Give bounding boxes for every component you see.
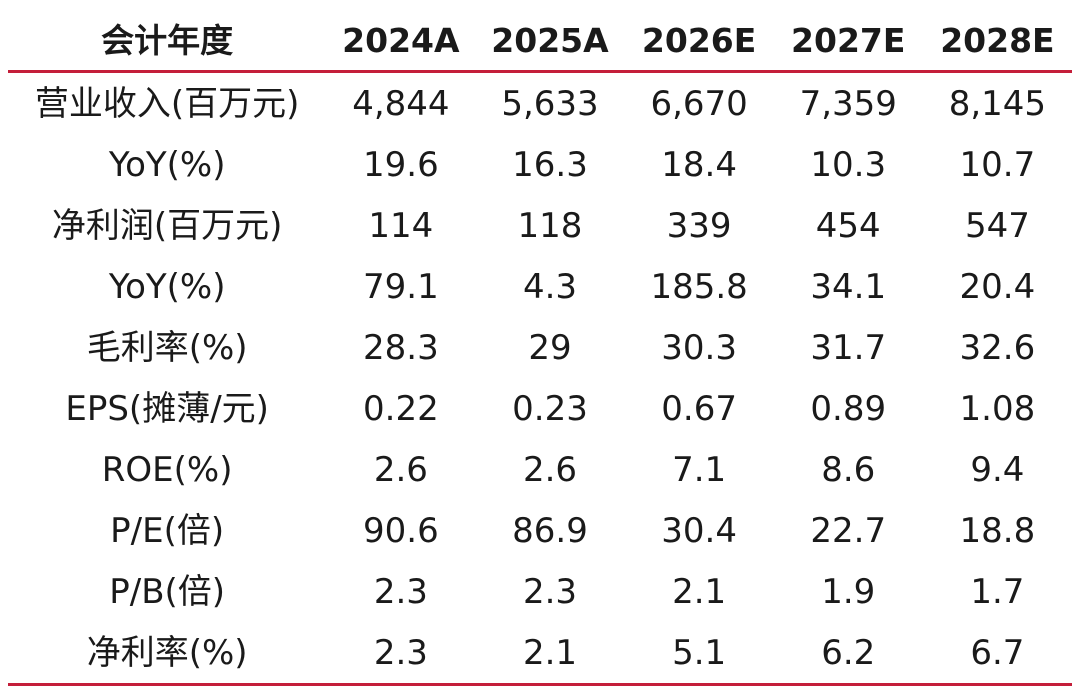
value-cell: 9.4 xyxy=(970,449,1025,490)
table-row: P/B(倍) 2.3 2.3 2.1 1.9 1.7 xyxy=(8,561,1072,622)
header-cell-year: 2026E xyxy=(641,20,757,60)
row-label-cell: 净利润(百万元) xyxy=(51,205,283,246)
value-cell: 1.9 xyxy=(821,571,876,612)
value-cell: 16.3 xyxy=(512,144,588,185)
value-cell: 547 xyxy=(964,205,1030,246)
value-cell: 4.3 xyxy=(522,266,578,307)
value-cell: 22.7 xyxy=(810,510,887,551)
value-cell: 10.3 xyxy=(810,144,887,185)
row-label-cell: YoY(%) xyxy=(108,144,226,185)
value-cell: 2.6 xyxy=(522,449,578,490)
value-cell: 34.1 xyxy=(810,266,887,307)
value-cell: 86.9 xyxy=(512,510,588,551)
table-row: 毛利率(%) 28.3 29 30.3 31.7 32.6 xyxy=(8,317,1072,378)
value-cell: 2.3 xyxy=(522,571,578,612)
value-cell: 7,359 xyxy=(799,83,897,124)
value-cell: 30.4 xyxy=(661,510,737,551)
value-cell: 1.7 xyxy=(970,571,1025,612)
value-cell: 4,844 xyxy=(352,83,450,124)
row-label-cell: P/B(倍) xyxy=(109,571,226,612)
value-cell: 18.4 xyxy=(661,144,737,185)
value-cell: 0.22 xyxy=(363,388,439,429)
value-cell: 6,670 xyxy=(650,83,748,124)
value-cell: 6.7 xyxy=(970,632,1025,673)
value-cell: 2.6 xyxy=(373,449,428,490)
value-cell: 30.3 xyxy=(661,327,737,368)
table-row: 营业收入(百万元) 4,844 5,633 6,670 7,359 8,145 xyxy=(8,72,1072,135)
value-cell: 6.2 xyxy=(821,632,876,673)
row-label-cell: 毛利率(%) xyxy=(86,327,248,368)
value-cell: 0.23 xyxy=(512,388,588,429)
value-cell: 5.1 xyxy=(672,632,727,673)
value-cell: 20.4 xyxy=(959,266,1036,307)
header-cell-year: 2027E xyxy=(791,20,906,60)
table-row: YoY(%) 79.1 4.3 185.8 34.1 20.4 xyxy=(8,256,1072,317)
row-label-cell: P/E(倍) xyxy=(110,510,225,551)
table-body: 营业收入(百万元) 4,844 5,633 6,670 7,359 8,145 YoY(%)… xyxy=(8,72,1072,685)
value-cell: 339 xyxy=(666,205,732,246)
value-cell: 7.1 xyxy=(672,449,727,490)
value-cell: 2.1 xyxy=(522,632,578,673)
table-row: 净利率(%) 2.3 2.1 5.1 6.2 6.7 xyxy=(8,622,1072,685)
value-cell: 118 xyxy=(517,205,583,246)
header-cell-year: 2025A xyxy=(491,20,609,60)
table-row: YoY(%) 19.6 16.3 18.4 10.3 10.7 xyxy=(8,134,1072,195)
value-cell: 28.3 xyxy=(363,327,439,368)
value-cell: 0.67 xyxy=(661,388,737,429)
value-cell: 185.8 xyxy=(650,266,748,307)
table-row: P/E(倍) 90.6 86.9 30.4 22.7 18.8 xyxy=(8,500,1072,561)
value-cell: 10.7 xyxy=(959,144,1036,185)
value-cell: 19.6 xyxy=(363,144,439,185)
value-cell: 2.3 xyxy=(373,632,428,673)
value-cell: 32.6 xyxy=(959,327,1036,368)
value-cell: 8,145 xyxy=(948,83,1047,124)
value-cell: 114 xyxy=(368,205,434,246)
table-row: ROE(%) 2.6 2.6 7.1 8.6 9.4 xyxy=(8,439,1072,500)
value-cell: 79.1 xyxy=(363,266,439,307)
row-label-cell: ROE(%) xyxy=(101,449,233,490)
value-cell: 90.6 xyxy=(363,510,439,551)
value-cell: 2.3 xyxy=(373,571,428,612)
header-cell-year: 2024A xyxy=(342,20,460,60)
table-row: EPS(摊薄/元) 0.22 0.23 0.67 0.89 1.08 xyxy=(8,378,1072,439)
value-cell: 0.89 xyxy=(810,388,887,429)
value-cell: 31.7 xyxy=(810,327,887,368)
header-cell-year: 2028E xyxy=(940,20,1055,60)
value-cell: 8.6 xyxy=(821,449,876,490)
row-label-cell: 净利率(%) xyxy=(86,632,248,673)
value-cell: 1.08 xyxy=(959,388,1036,429)
header-row: 会计年度 2024A 2025A 2026E 2027E 2028E xyxy=(8,10,1072,72)
table-header: 会计年度 2024A 2025A 2026E 2027E 2028E xyxy=(8,10,1072,72)
financial-forecast-table: 会计年度 2024A 2025A 2026E 2027E 2028E 营业收入(… xyxy=(8,10,1072,686)
value-cell: 2.1 xyxy=(672,571,727,612)
value-cell: 5,633 xyxy=(501,83,599,124)
table-row: 净利润(百万元) 114 118 339 454 547 xyxy=(8,195,1072,256)
value-cell: 29 xyxy=(528,327,572,368)
value-cell: 454 xyxy=(815,205,881,246)
row-label-cell: 营业收入(百万元) xyxy=(34,83,300,124)
value-cell: 18.8 xyxy=(959,510,1036,551)
row-label-cell: YoY(%) xyxy=(108,266,226,307)
row-label-cell: EPS(摊薄/元) xyxy=(65,388,269,429)
header-cell-metric: 会计年度 xyxy=(101,20,234,60)
